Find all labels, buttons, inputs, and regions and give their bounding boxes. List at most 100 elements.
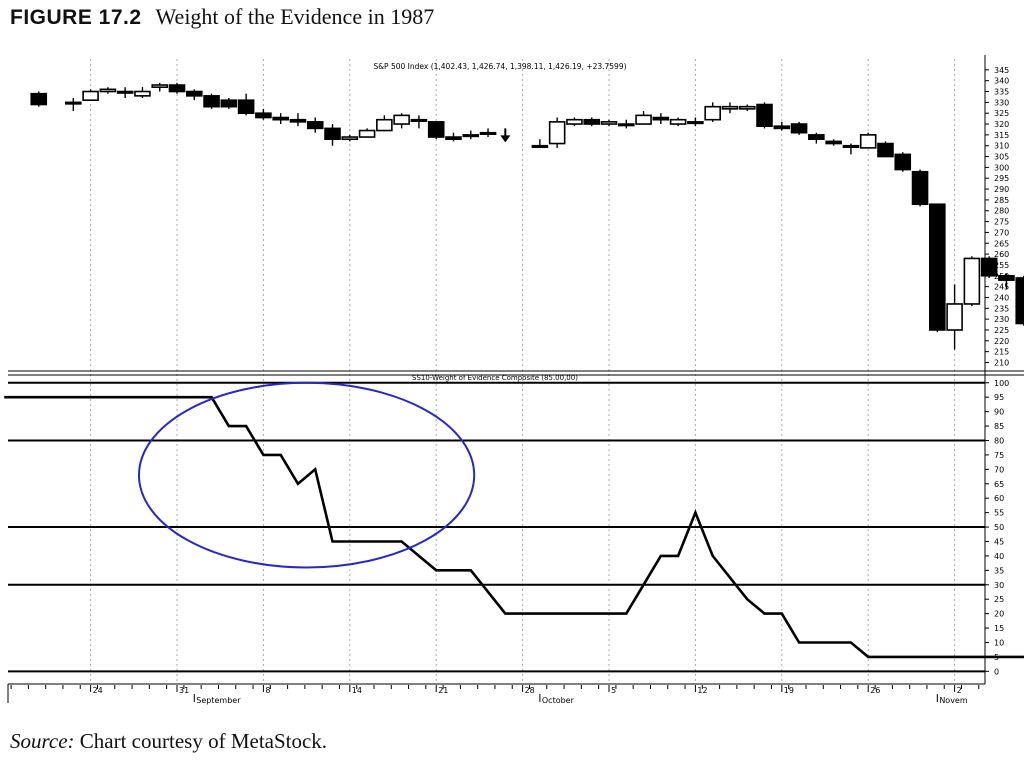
candle-body-down	[773, 125, 791, 130]
price-y-tick-label: 260	[994, 250, 1009, 259]
candle	[877, 141, 894, 158]
candle-body-up	[617, 123, 635, 127]
arrow-head	[500, 135, 511, 143]
price-y-tick-label: 335	[994, 88, 1009, 97]
candle-body-down	[825, 140, 842, 145]
x-day-label: 14	[352, 686, 362, 695]
x-month-label: October	[542, 696, 575, 705]
candle	[134, 87, 151, 99]
candle	[859, 132, 877, 149]
candle-body-down	[220, 99, 238, 108]
candle	[946, 284, 963, 350]
candle	[566, 117, 583, 127]
candle	[272, 113, 289, 125]
candle	[220, 98, 238, 109]
candle-body-down	[445, 136, 462, 141]
candle	[341, 134, 359, 142]
candle-body-down	[272, 116, 289, 121]
indicator-y-tick-label: 5	[994, 653, 999, 662]
candle-body-down	[168, 84, 186, 93]
price-y-tick-label: 340	[994, 77, 1009, 86]
candle	[376, 115, 393, 132]
candle-body-up	[134, 90, 151, 97]
x-day-label: 12	[697, 686, 707, 695]
candle	[462, 130, 480, 140]
candle-body-up	[946, 303, 963, 331]
x-day-label: 5	[611, 686, 616, 695]
price-y-tick-label: 220	[994, 337, 1009, 346]
candle	[721, 102, 739, 114]
x-day-label: 21	[438, 686, 448, 695]
candle-body-down	[203, 95, 220, 108]
candle-body-down	[877, 142, 894, 158]
candle-body-up	[99, 88, 117, 93]
candle-body-down	[808, 134, 825, 141]
candle-body-up	[566, 118, 583, 125]
source-note: Source: Chart courtesy of MetaStock.	[10, 729, 327, 754]
candle-body-down	[30, 92, 48, 106]
down-arrow-icon	[500, 128, 511, 143]
candle	[30, 91, 48, 107]
candle-body-up	[358, 129, 376, 138]
indicator-y-tick-label: 30	[994, 581, 1004, 590]
candle	[1015, 275, 1024, 326]
axes: 2102152202252302352402452502552602652702…	[7, 55, 1024, 705]
candle-body-up	[963, 257, 981, 305]
candle	[548, 117, 566, 148]
price-y-tick-label: 255	[994, 261, 1009, 270]
figure-number: FIGURE 17.2	[10, 6, 142, 29]
price-panel: S&P 500 Index (1,402.43, 1,426.74, 1,398…	[30, 62, 1024, 350]
candle	[82, 89, 99, 101]
indicator-y-tick-label: 15	[994, 624, 1004, 633]
price-y-tick-label: 210	[994, 358, 1009, 367]
price-y-tick-label: 280	[994, 207, 1009, 216]
candle	[963, 256, 981, 307]
price-y-tick-label: 285	[994, 196, 1009, 205]
candle	[358, 128, 376, 138]
candle	[255, 108, 272, 120]
candle-body-up	[462, 134, 480, 138]
candle-body-up	[669, 118, 687, 125]
price-y-tick-label: 320	[994, 120, 1009, 129]
price-y-tick-label: 270	[994, 228, 1009, 237]
candle-body-up	[116, 90, 134, 94]
candle	[790, 121, 808, 135]
candle-body-up	[376, 118, 393, 132]
indicator-y-tick-label: 25	[994, 595, 1004, 604]
price-y-tick-label: 240	[994, 293, 1009, 302]
candle-body-up	[704, 105, 721, 121]
x-day-label: 8	[265, 686, 270, 695]
candle-body-up	[151, 84, 169, 88]
candle	[99, 87, 117, 94]
candle-body-down	[756, 103, 773, 128]
candle	[600, 119, 618, 127]
source-label: Source:	[10, 729, 75, 753]
indicator-y-tick-label: 90	[994, 408, 1004, 417]
candle	[738, 104, 756, 112]
indicator-y-tick-label: 55	[994, 509, 1004, 518]
indicator-y-tick-label: 10	[994, 638, 1004, 647]
indicator-y-tick-label: 45	[994, 537, 1004, 546]
price-y-tick-label: 330	[994, 98, 1009, 107]
candle	[635, 111, 652, 125]
candle-body-up	[65, 101, 82, 105]
indicator-y-tick-label: 65	[994, 480, 1004, 489]
candle	[151, 82, 169, 92]
x-month-label: September	[196, 696, 241, 705]
candle-body-up	[393, 114, 410, 125]
candle	[652, 113, 670, 125]
indicator-y-tick-label: 95	[994, 393, 1004, 402]
price-y-tick-label: 250	[994, 272, 1009, 281]
candle	[825, 139, 842, 146]
price-y-tick-label: 245	[994, 283, 1009, 292]
price-y-tick-label: 265	[994, 239, 1009, 248]
price-y-tick-label: 315	[994, 131, 1009, 140]
x-day-label: 31	[179, 686, 189, 695]
indicator-y-tick-label: 0	[994, 667, 999, 676]
candle	[808, 132, 825, 144]
candle	[65, 98, 82, 112]
candle	[687, 117, 704, 127]
indicator-y-tick-label: 85	[994, 422, 1004, 431]
price-y-tick-label: 225	[994, 326, 1009, 335]
price-y-tick-label: 305	[994, 153, 1009, 162]
